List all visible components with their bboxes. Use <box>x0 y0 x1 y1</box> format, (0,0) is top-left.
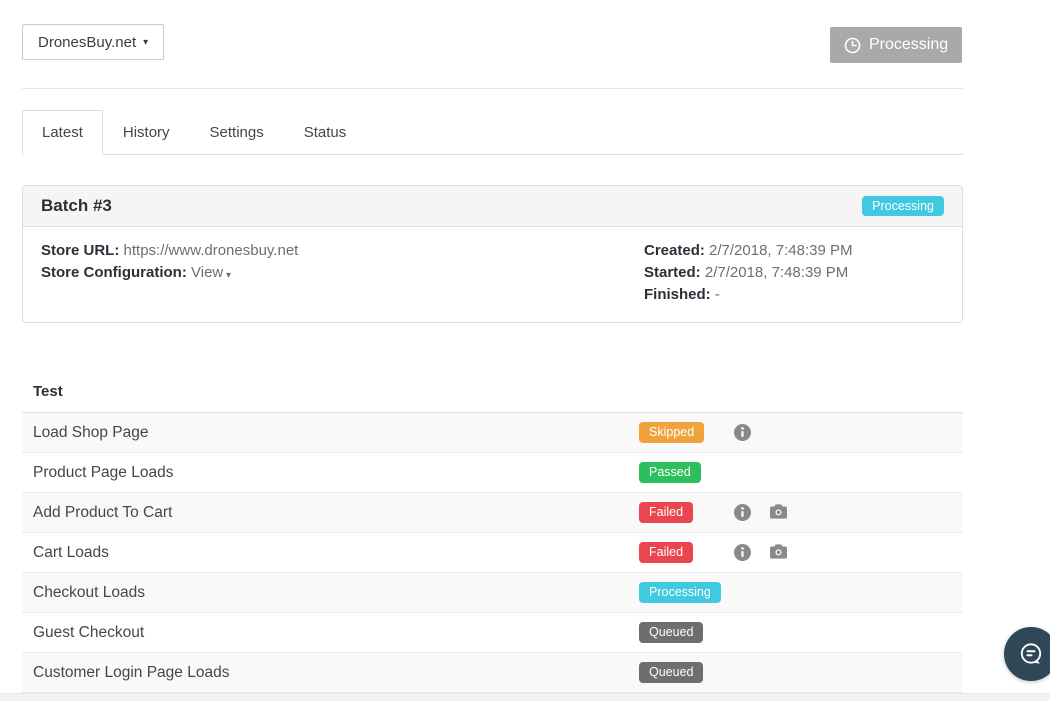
test-name: Add Product To Cart <box>33 503 173 521</box>
tab-settings[interactable]: Settings <box>209 124 264 141</box>
batch-title: Batch #3 <box>41 196 112 215</box>
camera-icon[interactable] <box>770 504 787 521</box>
status-badge: Failed <box>639 502 694 523</box>
test-actions <box>734 544 787 561</box>
detail-label: Finished: <box>644 286 711 303</box>
status-badge: Queued <box>639 662 704 683</box>
detail-label: Store Configuration: <box>41 264 187 281</box>
test-actions <box>734 504 787 521</box>
batch-status-button-label: Processing <box>869 36 949 53</box>
test-name: Cart Loads <box>33 543 109 561</box>
chevron-down-icon: ▾ <box>223 270 232 281</box>
tests-section: Test Load Shop Page Skipped Product Page L… <box>22 374 963 693</box>
test-status-cell: Skipped <box>639 422 734 443</box>
divider <box>22 88 963 89</box>
table-row: Checkout Loads Processing <box>22 573 963 613</box>
store-config-view-link[interactable]: View <box>191 264 224 281</box>
batch-status-badge: Processing <box>862 195 944 217</box>
tab-latest[interactable]: Latest <box>22 110 103 155</box>
tab-bar: Latest History Settings Status <box>22 110 963 155</box>
test-status-cell: Queued <box>639 662 734 683</box>
table-row: Add Product To Cart Failed <box>22 493 963 533</box>
table-row: Product Page Loads Passed <box>22 453 963 493</box>
tab-history[interactable]: History <box>122 124 170 141</box>
detail-value: https://www.dronesbuy.net <box>123 242 299 259</box>
test-name: Guest Checkout <box>33 623 145 641</box>
info-icon[interactable] <box>734 544 751 561</box>
status-badge: Queued <box>639 622 704 643</box>
table-row: Cart Loads Failed <box>22 533 963 573</box>
batch-details-right: Created: 2/7/2018, 7:48:39 PM Started: 2/… <box>644 240 944 306</box>
detail-label: Store URL: <box>41 242 120 259</box>
detail-line: Store Configuration: View ▾ <box>41 262 644 284</box>
table-row: Guest Checkout Queued <box>22 613 963 653</box>
status-badge: Failed <box>639 542 694 563</box>
chat-bubble-icon <box>1016 639 1046 669</box>
test-name: Load Shop Page <box>33 423 149 441</box>
batch-status-button[interactable]: Processing <box>830 27 963 63</box>
camera-icon[interactable] <box>770 544 787 561</box>
table-row: Customer Login Page Loads Queued <box>22 653 963 693</box>
info-icon[interactable] <box>734 424 751 441</box>
test-name: Product Page Loads <box>33 463 174 481</box>
store-selector-dropdown[interactable]: DronesBuy.net ▾ <box>22 24 165 60</box>
chat-widget-button[interactable] <box>1004 627 1050 681</box>
test-status-cell: Queued <box>639 622 734 643</box>
batch-panel-header: Batch #3 Processing <box>23 186 962 227</box>
table-row: Load Shop Page Skipped <box>22 413 963 453</box>
test-status-cell: Failed <box>639 502 734 523</box>
batch-details-left: Store URL: https://www.dronesbuy.net Stor… <box>41 240 644 306</box>
chevron-down-icon: ▾ <box>143 37 149 48</box>
tab-status[interactable]: Status <box>303 124 347 141</box>
detail-value: 2/7/2018, 7:48:39 PM <box>709 242 853 259</box>
store-selector-label: DronesBuy.net <box>38 33 137 51</box>
status-badge: Processing <box>639 582 721 603</box>
status-badge: Passed <box>639 462 701 483</box>
test-actions <box>734 424 751 441</box>
detail-line: Store URL: https://www.dronesbuy.net <box>41 240 644 262</box>
detail-line: Started: 2/7/2018, 7:48:39 PM <box>644 262 944 284</box>
test-status-cell: Passed <box>639 462 734 483</box>
test-name: Customer Login Page Loads <box>33 663 230 681</box>
detail-line: Finished: - <box>644 284 944 306</box>
info-icon[interactable] <box>734 504 751 521</box>
detail-value: 2/7/2018, 7:48:39 PM <box>704 264 849 281</box>
batch-panel-body: Store URL: https://www.dronesbuy.net Stor… <box>23 227 962 322</box>
clock-icon <box>844 37 861 54</box>
batch-panel: Batch #3 Processing Store URL: https://w… <box>22 185 963 323</box>
status-badge: Skipped <box>639 422 705 443</box>
page-bottom-strip <box>0 693 1050 701</box>
tests-table-header: Test <box>22 374 963 413</box>
test-table-body: Load Shop Page Skipped Product Page Loads P… <box>22 413 963 693</box>
detail-label: Created: <box>644 242 705 259</box>
test-status-cell: Processing <box>639 582 734 603</box>
test-status-cell: Failed <box>639 542 734 563</box>
detail-label: Started: <box>644 264 701 281</box>
detail-line: Created: 2/7/2018, 7:48:39 PM <box>644 240 944 262</box>
test-name: Checkout Loads <box>33 583 146 601</box>
detail-value: - <box>714 286 720 303</box>
